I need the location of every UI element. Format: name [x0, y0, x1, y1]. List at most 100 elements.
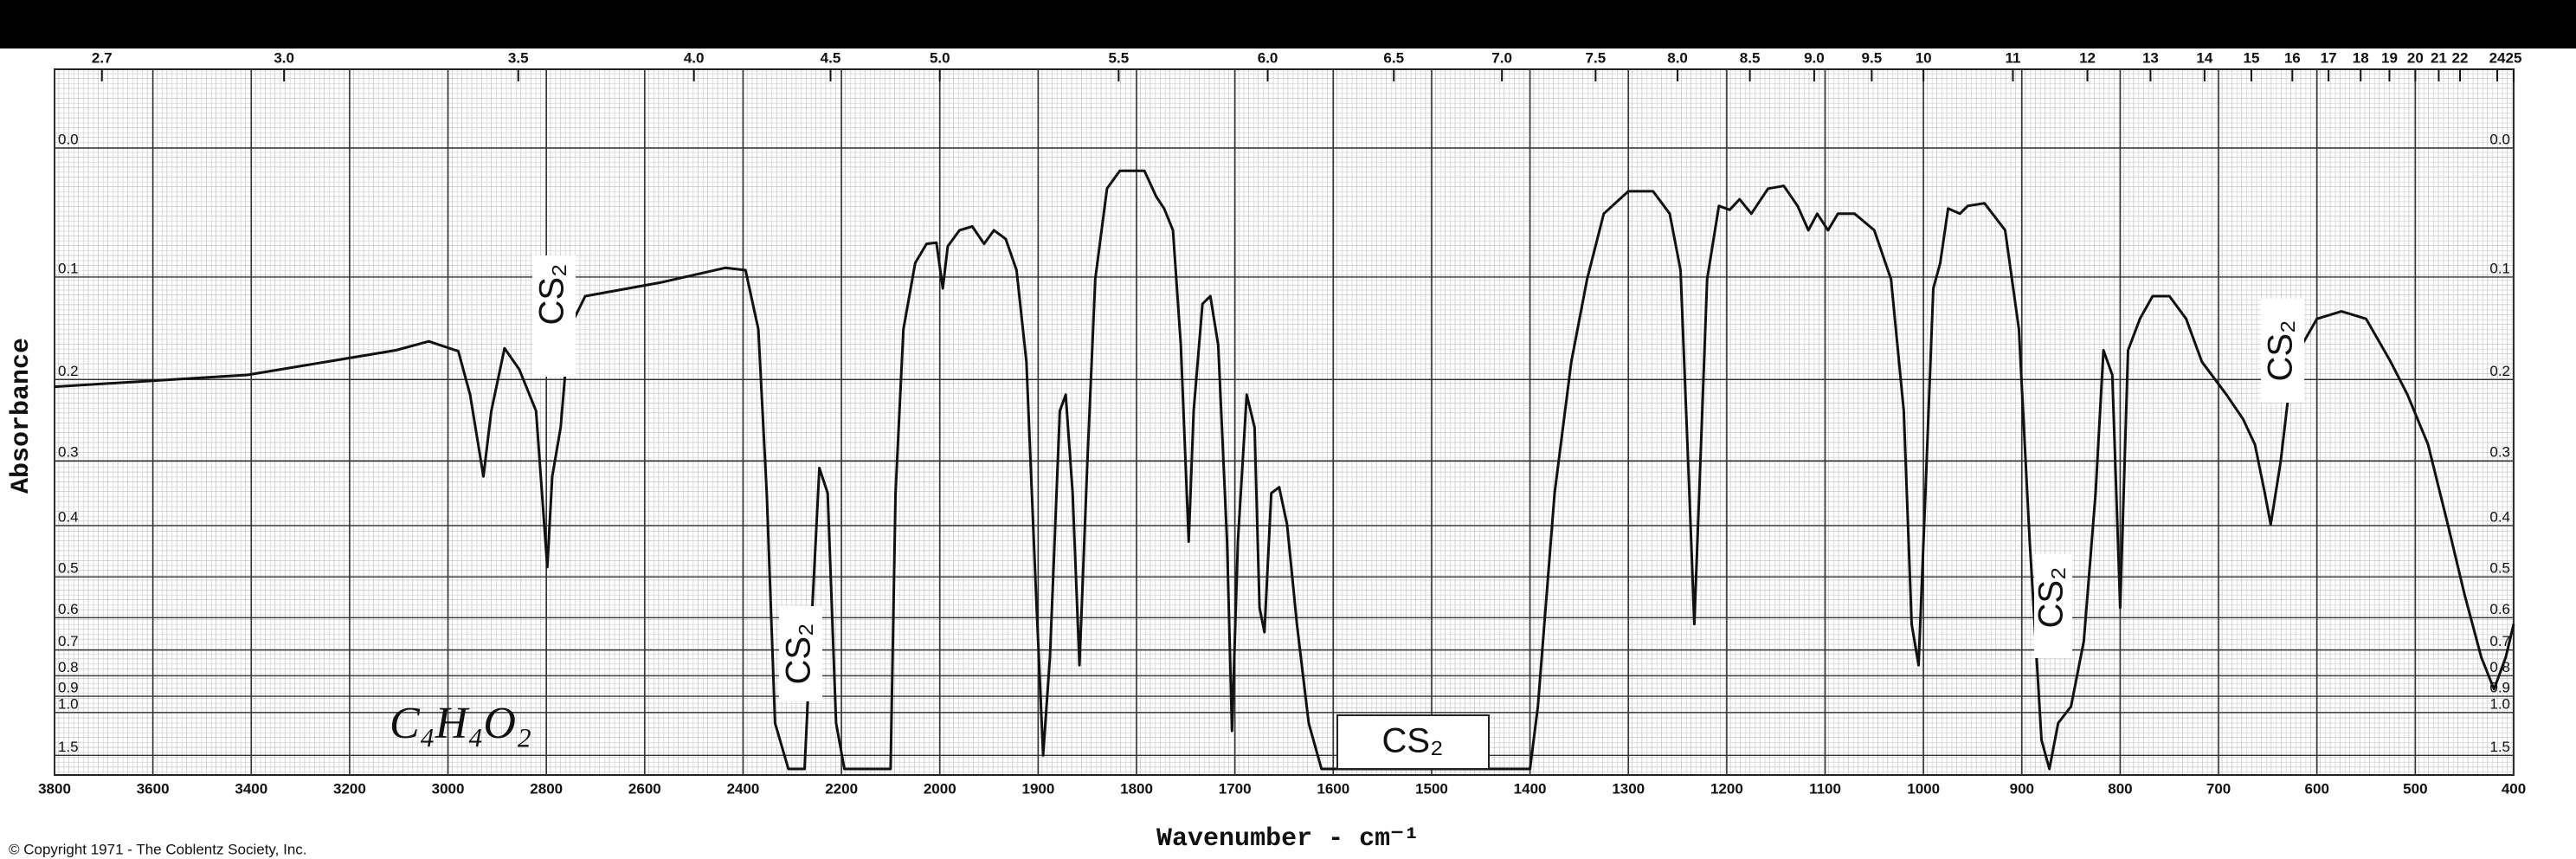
x2-tick-label: 6.5	[1383, 49, 1404, 66]
y-tick-label: 0.6	[58, 601, 79, 617]
x2-tick-label: 10	[1916, 49, 1932, 66]
y-tick-label: 0.2	[58, 363, 79, 379]
x-tick-label: 3000	[432, 780, 465, 797]
y-tick-label: 0.1	[2489, 260, 2510, 276]
y-tick-label: 0.8	[58, 659, 79, 675]
formula: C₄H₄O₂	[390, 699, 531, 748]
annotation-box	[532, 255, 576, 377]
x-tick-label: 900	[2010, 780, 2034, 797]
grid	[54, 69, 2515, 775]
y-axis-title: Absorbance	[7, 338, 36, 494]
top-band	[0, 0, 2576, 48]
annotation-text: CS₂	[533, 263, 571, 325]
x-tick-label: 400	[2502, 780, 2526, 797]
x-tick-label: 3400	[235, 780, 267, 797]
annotation-box	[779, 606, 822, 701]
x-tick-label: 1700	[1219, 780, 1252, 797]
x2-tick-label: 11	[2005, 49, 2020, 66]
y-tick-label: 0.6	[2489, 601, 2510, 617]
x-tick-label: 3800	[38, 780, 71, 797]
y-tick-label: 1.0	[2489, 695, 2510, 712]
y-tick-label: 0.4	[2489, 508, 2510, 525]
x2-tick-label: 21	[2431, 49, 2447, 66]
x2-tick-label: 4.0	[684, 49, 705, 66]
annotation-text: CS₂	[2032, 566, 2070, 628]
y-tick-label: 1.0	[58, 695, 79, 712]
y-tick-label: 0.7	[2489, 633, 2510, 649]
spectrum-line	[54, 169, 2515, 771]
x2-tick-label: 3.0	[274, 49, 294, 66]
x2-tick-label: 5.0	[930, 49, 950, 66]
x2-tick-label: 6.0	[1258, 49, 1278, 66]
x-tick-label: 3600	[137, 780, 170, 797]
x-tick-label: 1000	[1907, 780, 1940, 797]
x-tick-label: 1600	[1317, 780, 1349, 797]
annotation: CS₂	[779, 606, 822, 701]
marks	[54, 169, 2515, 771]
x2-tick-label: 22	[2452, 49, 2469, 66]
y-tick-label: 1.5	[58, 739, 79, 755]
x-axis-title: Wavenumber - cm⁻¹	[1156, 824, 1420, 854]
x-tick-label: 1900	[1021, 780, 1054, 797]
y-tick-label: 0.0	[2489, 131, 2510, 147]
x2-tick-label: 12	[2079, 49, 2096, 66]
x2-tick-label: 4.5	[821, 49, 841, 66]
labels: 3800 3600 3400 3200 3000 2800 2600 2400 2200 2000…	[38, 49, 2526, 797]
y-tick-label: 0.0	[58, 131, 79, 147]
x-tick-label: 2800	[530, 780, 563, 797]
x-tick-label: 2000	[924, 780, 956, 797]
x2-tick-label: 5.5	[1109, 49, 1130, 66]
y-tick-label: 0.4	[58, 508, 79, 525]
x2-tick-label: 25	[2506, 49, 2522, 66]
x2-tick-label: 14	[2196, 49, 2212, 66]
x2-tick-label: 9.5	[1862, 49, 1883, 66]
annotation: CS₂	[532, 255, 576, 377]
x-tick-label: 3200	[333, 780, 366, 797]
annotation-box	[1336, 714, 1490, 770]
annotation-box	[2034, 554, 2072, 658]
annotation-text: CS₂	[2262, 320, 2300, 381]
x2-tick-label: 15	[2243, 49, 2259, 66]
annotation-box	[2261, 299, 2304, 403]
x-tick-label: 1100	[1809, 780, 1841, 797]
y-tick-label: 0.9	[58, 680, 79, 696]
annotation: CS₂	[2261, 299, 2304, 403]
x2-tick-label: 7.0	[1491, 49, 1512, 66]
x2-tick-label: 2.7	[92, 49, 113, 66]
y-tick-label: 0.1	[58, 260, 79, 276]
x-tick-label: 1200	[1710, 780, 1743, 797]
annotation: CS₂	[1336, 714, 1490, 770]
y-tick-label: 0.3	[58, 444, 79, 461]
x-tick-label: 2600	[628, 780, 661, 797]
annotation-text: CS₂	[1381, 722, 1443, 760]
x2-tick-label: 18	[2353, 49, 2369, 66]
x-tick-label: 2400	[727, 780, 760, 797]
x-tick-label: 1300	[1612, 780, 1645, 797]
x2-tick-label: 20	[2407, 49, 2424, 66]
x2-tick-label: 19	[2381, 49, 2398, 66]
x2-tick-label: 17	[2321, 49, 2337, 66]
y-tick-label: 0.7	[58, 633, 79, 649]
x-tick-label: 1400	[1514, 780, 1547, 797]
y-tick-label: 0.5	[2489, 560, 2510, 577]
x2-tick-label: 8.5	[1740, 49, 1761, 66]
x2-tick-label: 7.5	[1586, 49, 1607, 66]
x-tick-label: 700	[2206, 780, 2231, 797]
x-tick-label: 1800	[1120, 780, 1153, 797]
x-tick-label: 600	[2305, 780, 2329, 797]
x-tick-label: 800	[2108, 780, 2132, 797]
x2-tick-label: 13	[2142, 49, 2159, 66]
y-tick-label: 1.5	[2489, 739, 2510, 755]
x2-tick-label: 9.0	[1804, 49, 1825, 66]
x2-tick-label: 3.5	[508, 49, 529, 66]
x-tick-label: 1500	[1415, 780, 1448, 797]
x-tick-label: 500	[2403, 780, 2427, 797]
footer: © Copyright 1971 - The Coblentz Society,…	[9, 841, 307, 857]
x-tick-label: 2200	[825, 780, 858, 797]
y-tick-label: 0.8	[2489, 659, 2510, 675]
y-tick-label: 0.9	[2489, 680, 2510, 696]
y-tick-label: 0.5	[58, 560, 79, 577]
y-tick-label: 0.2	[2489, 363, 2510, 379]
